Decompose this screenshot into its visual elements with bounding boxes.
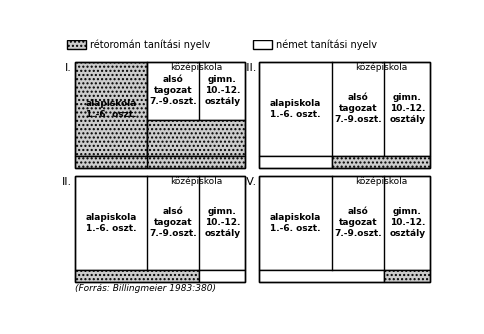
Bar (259, 156, 332, 168)
Bar (259, 62, 429, 156)
Bar (75, 270, 199, 282)
Text: középiskola: középiskola (170, 62, 222, 72)
Text: középiskola: középiskola (170, 176, 222, 186)
Text: gimn.
10.-12.
osztály: gimn. 10.-12. osztály (388, 207, 424, 238)
Text: alsó
tagozat
7.-9.oszt.: alsó tagozat 7.-9.oszt. (333, 93, 381, 124)
Text: alapiskola
1.-6. oszt.: alapiskola 1.-6. oszt. (270, 99, 321, 119)
Text: középiskola: középiskola (354, 62, 407, 72)
Bar (383, 270, 429, 282)
Text: gimn.
10.-12.
osztály: gimn. 10.-12. osztály (204, 207, 240, 238)
Bar (75, 156, 147, 168)
Text: gimn.
10.-12.
osztály: gimn. 10.-12. osztály (204, 75, 240, 107)
Text: alsó
tagozat
7.-9.oszt.: alsó tagozat 7.-9.oszt. (333, 207, 381, 238)
Text: I.: I. (65, 63, 72, 73)
Text: német tanítási nyelv: német tanítási nyelv (275, 39, 376, 50)
Text: rétoromán tanítási nyelv: rétoromán tanítási nyelv (90, 39, 210, 50)
Bar (259, 270, 383, 282)
Bar (67, 40, 86, 49)
Text: (Forrás: Billingmeier 1983:380): (Forrás: Billingmeier 1983:380) (75, 284, 215, 293)
Text: középiskola: középiskola (354, 176, 407, 186)
Bar (259, 176, 429, 270)
Bar (75, 176, 245, 270)
Text: gimn.
10.-12.
osztály: gimn. 10.-12. osztály (388, 93, 424, 124)
Bar (75, 176, 245, 282)
Bar (259, 62, 429, 168)
Text: alsó
tagozat
7.-9.oszt.: alsó tagozat 7.-9.oszt. (149, 75, 197, 107)
Text: alapiskola
1.-6. oszt.: alapiskola 1.-6. oszt. (85, 99, 136, 119)
Bar (147, 62, 245, 120)
Text: alapiskola
1.-6. oszt.: alapiskola 1.-6. oszt. (85, 212, 136, 233)
Bar (332, 156, 429, 168)
Bar (147, 156, 245, 168)
Text: alapiskola
1.-6. oszt.: alapiskola 1.-6. oszt. (270, 212, 321, 233)
Bar (199, 270, 245, 282)
Text: alsó
tagozat
7.-9.oszt.: alsó tagozat 7.-9.oszt. (149, 207, 197, 238)
Text: IV.: IV. (243, 177, 257, 187)
Bar (147, 120, 245, 156)
Text: II.: II. (62, 177, 72, 187)
Text: III.: III. (243, 63, 257, 73)
Bar (75, 62, 245, 168)
Bar (252, 40, 272, 49)
Bar (259, 176, 429, 282)
Bar (75, 62, 147, 156)
